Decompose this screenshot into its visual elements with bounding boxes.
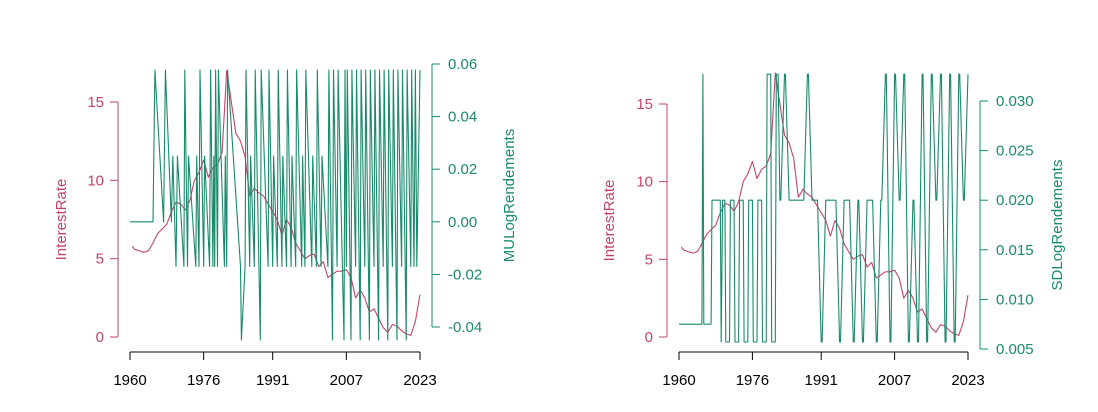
- left-tick-label: 10: [87, 172, 104, 189]
- right-tick-label: 0.00: [448, 214, 477, 231]
- right-tick-label: -0.02: [448, 266, 482, 283]
- right-tick-label: 0.06: [448, 56, 477, 73]
- left-tick-label: 10: [636, 174, 653, 191]
- left-axis-title: InterestRate: [53, 179, 70, 261]
- right-tick-label: 0.005: [996, 341, 1034, 358]
- left-tick-label: 15: [636, 96, 653, 113]
- right-tick-label: 0.010: [996, 291, 1034, 308]
- left-axis-title: InterestRate: [601, 180, 618, 262]
- right-tick-label: 0.02: [448, 161, 477, 178]
- rendement-line: [130, 69, 421, 341]
- right-axis-title: SDLogRendements: [1049, 160, 1066, 291]
- x-tick-label: 2023: [951, 372, 984, 389]
- x-tick-label: 2007: [878, 372, 911, 389]
- x-tick-label: 1960: [662, 372, 695, 389]
- right-tick-label: 0.04: [448, 109, 477, 126]
- chart-panel-sd: 1960 1976 1991 2007 2023 0 5 10 15 InterestRate 0.…: [601, 72, 1066, 389]
- left-tick-label: 5: [645, 251, 653, 268]
- x-tick-label: 1960: [113, 372, 146, 389]
- left-tick-label: 5: [96, 251, 104, 268]
- right-tick-label: 0.020: [996, 192, 1034, 209]
- x-tick-label: 1976: [187, 372, 220, 389]
- chart-panel-mu: 1960 1976 1991 2007 2023 0 5 10 15 InterestRate -0…: [53, 56, 518, 389]
- left-tick-label: 0: [645, 329, 653, 346]
- x-tick-label: 2007: [330, 372, 363, 389]
- right-tick-label: -0.04: [448, 319, 482, 336]
- x-tick-label: 2023: [403, 372, 436, 389]
- right-tick-label: 0.030: [996, 93, 1034, 110]
- interest-rate-line: [131, 70, 421, 336]
- x-tick-label: 1991: [256, 372, 289, 389]
- x-tick-label: 1976: [736, 372, 769, 389]
- x-tick-label: 1991: [805, 372, 838, 389]
- right-tick-label: 0.015: [996, 242, 1034, 259]
- right-tick-label: 0.025: [996, 143, 1034, 160]
- left-tick-label: 0: [96, 329, 104, 346]
- rendement-line: [679, 73, 969, 343]
- right-axis-title: MULogRendements: [501, 129, 518, 262]
- interest-rate-line: [680, 72, 969, 336]
- left-tick-label: 15: [87, 94, 104, 111]
